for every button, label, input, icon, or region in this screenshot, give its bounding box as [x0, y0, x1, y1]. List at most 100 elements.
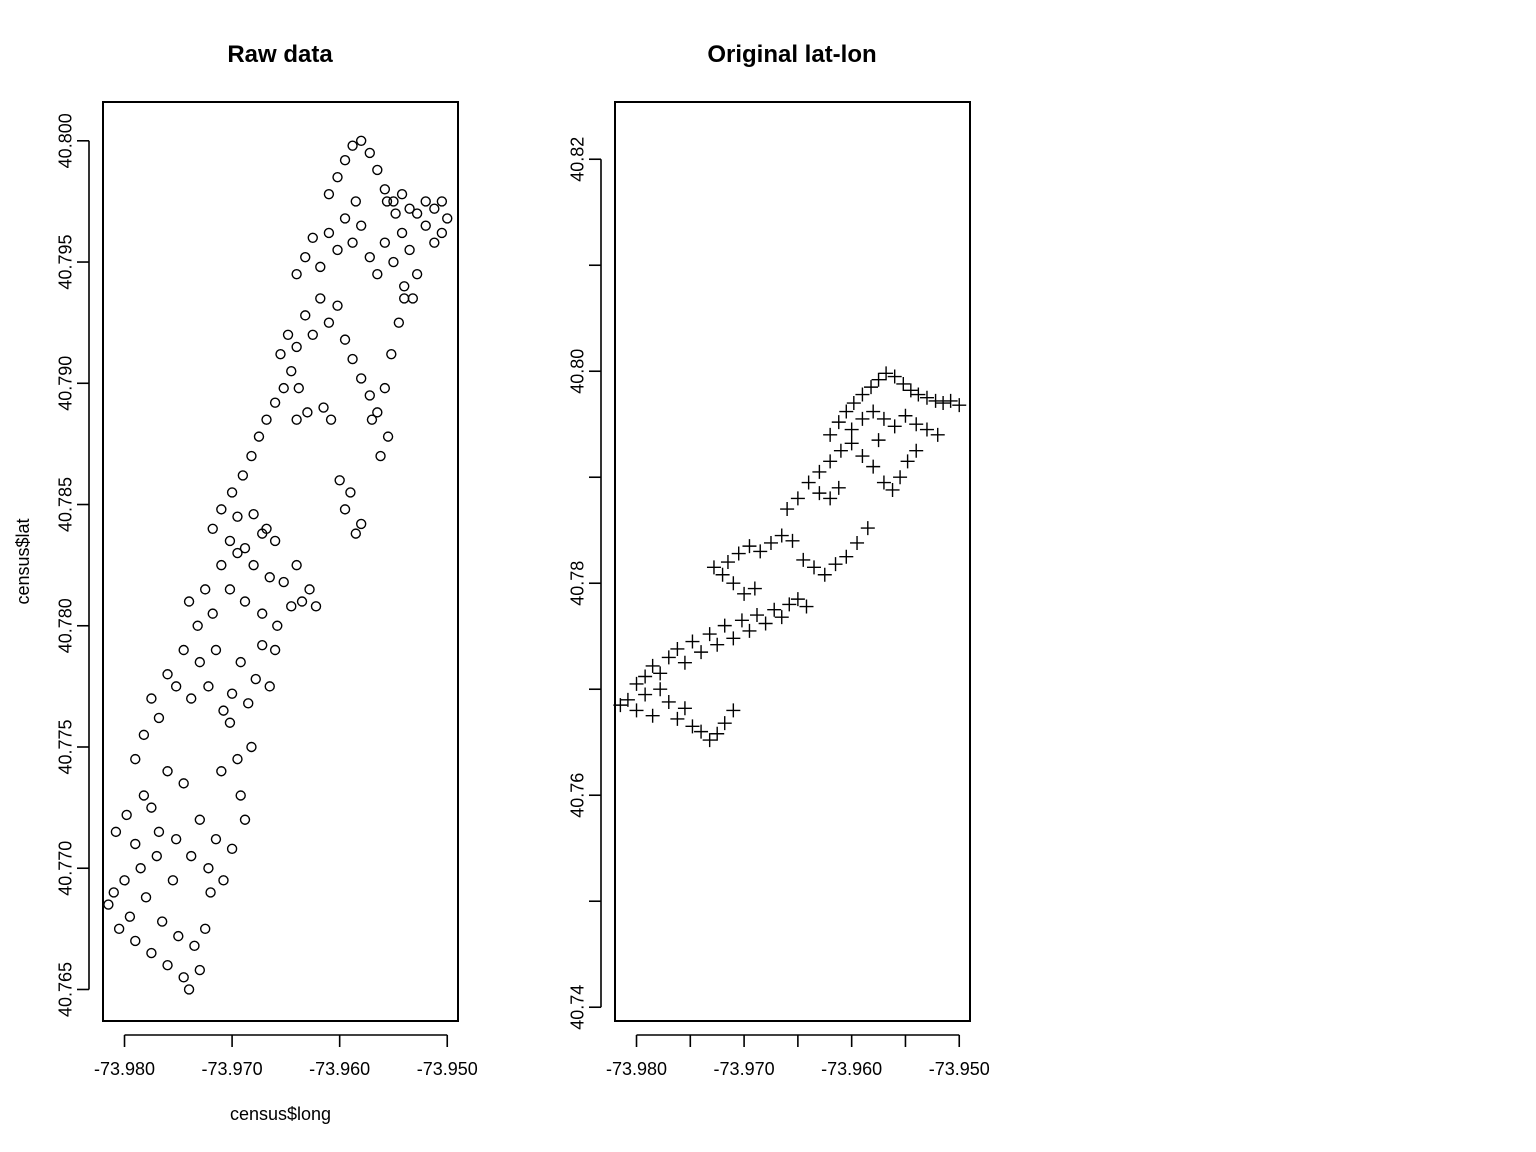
data-point [239, 542, 251, 554]
data-point [203, 863, 214, 874]
y-tick-label: 40.74 [568, 985, 588, 1030]
data-point [224, 535, 236, 547]
y-tick-label: 40.80 [568, 349, 588, 394]
data-point [393, 317, 405, 328]
data-point [167, 875, 179, 886]
data-point [323, 188, 335, 200]
data-point [355, 135, 367, 146]
data-point [685, 634, 700, 649]
data-point [130, 838, 141, 850]
data-point [379, 184, 391, 195]
data-point [269, 644, 281, 656]
data-point [871, 372, 886, 387]
data-point [758, 616, 773, 631]
data-point [189, 940, 200, 952]
data-point [747, 581, 762, 596]
data-point [264, 572, 275, 583]
data-point [275, 348, 286, 360]
data-point [645, 658, 660, 673]
data-point [307, 329, 318, 340]
data-point [339, 504, 351, 515]
data-point [388, 256, 399, 268]
data-point [717, 716, 732, 731]
data-point [103, 899, 114, 910]
data-point [146, 693, 157, 704]
data-point [278, 382, 289, 394]
data-point [332, 244, 343, 256]
data-point [645, 708, 660, 723]
data-point [339, 154, 351, 166]
data-point [151, 850, 162, 862]
data-point [269, 397, 281, 408]
data-point [135, 863, 146, 874]
data-point [186, 693, 197, 704]
data-point [345, 487, 356, 498]
data-point [218, 705, 229, 716]
x-tick-label: -73.970 [714, 1059, 775, 1079]
data-point [375, 450, 386, 462]
data-point [296, 596, 308, 607]
data-point [670, 711, 685, 726]
data-point [710, 637, 725, 652]
data-point [194, 656, 206, 668]
data-point [246, 450, 257, 462]
data-point [726, 631, 741, 646]
data-point [930, 427, 945, 442]
data-point [753, 544, 768, 559]
data-point [237, 470, 249, 481]
data-point [780, 502, 795, 517]
data-point [291, 341, 302, 353]
data-point [909, 443, 924, 458]
data-point [216, 766, 227, 777]
data-point [364, 147, 375, 159]
data-point [876, 475, 891, 490]
data-point [785, 533, 800, 548]
data-point [790, 592, 805, 607]
data-point [350, 528, 362, 539]
data-point [694, 645, 709, 660]
data-point [178, 778, 189, 789]
data-point [399, 293, 410, 304]
data-point [436, 196, 448, 207]
data-point [286, 365, 297, 377]
data-point [278, 576, 289, 588]
data-point [903, 383, 918, 398]
data-point [737, 586, 752, 601]
data-point [226, 843, 238, 855]
data-point [943, 393, 958, 408]
chart-title: Original lat-lon [707, 41, 876, 68]
data-point [310, 601, 322, 612]
data-point [372, 268, 383, 280]
y-tick-label: 40.770 [56, 841, 76, 896]
data-point [866, 404, 881, 419]
data-point [239, 596, 251, 607]
data-point [717, 618, 732, 633]
x-tick-label: -73.960 [309, 1059, 370, 1079]
data-point [436, 227, 448, 239]
data-point [272, 620, 283, 631]
data-point [750, 608, 764, 623]
data-point [677, 655, 692, 670]
data-point [153, 826, 165, 838]
data-point [183, 596, 195, 607]
data-point [199, 584, 211, 595]
data-point [411, 268, 423, 280]
data-point [264, 681, 275, 692]
data-point [653, 682, 668, 697]
y-tick-label: 40.82 [568, 137, 588, 182]
data-point [887, 419, 902, 434]
data-point [355, 373, 367, 384]
data-point [390, 208, 401, 219]
data-point [823, 427, 838, 442]
data-point [315, 261, 326, 273]
data-point [896, 376, 911, 391]
data-point [620, 692, 635, 707]
data-point [140, 892, 152, 903]
data-point [291, 414, 302, 425]
data-point [232, 547, 243, 559]
x-tick-label: -73.950 [417, 1059, 478, 1079]
data-point [823, 491, 838, 506]
data-point [919, 422, 934, 437]
y-tick-label: 40.795 [56, 235, 76, 290]
data-point [898, 408, 913, 423]
